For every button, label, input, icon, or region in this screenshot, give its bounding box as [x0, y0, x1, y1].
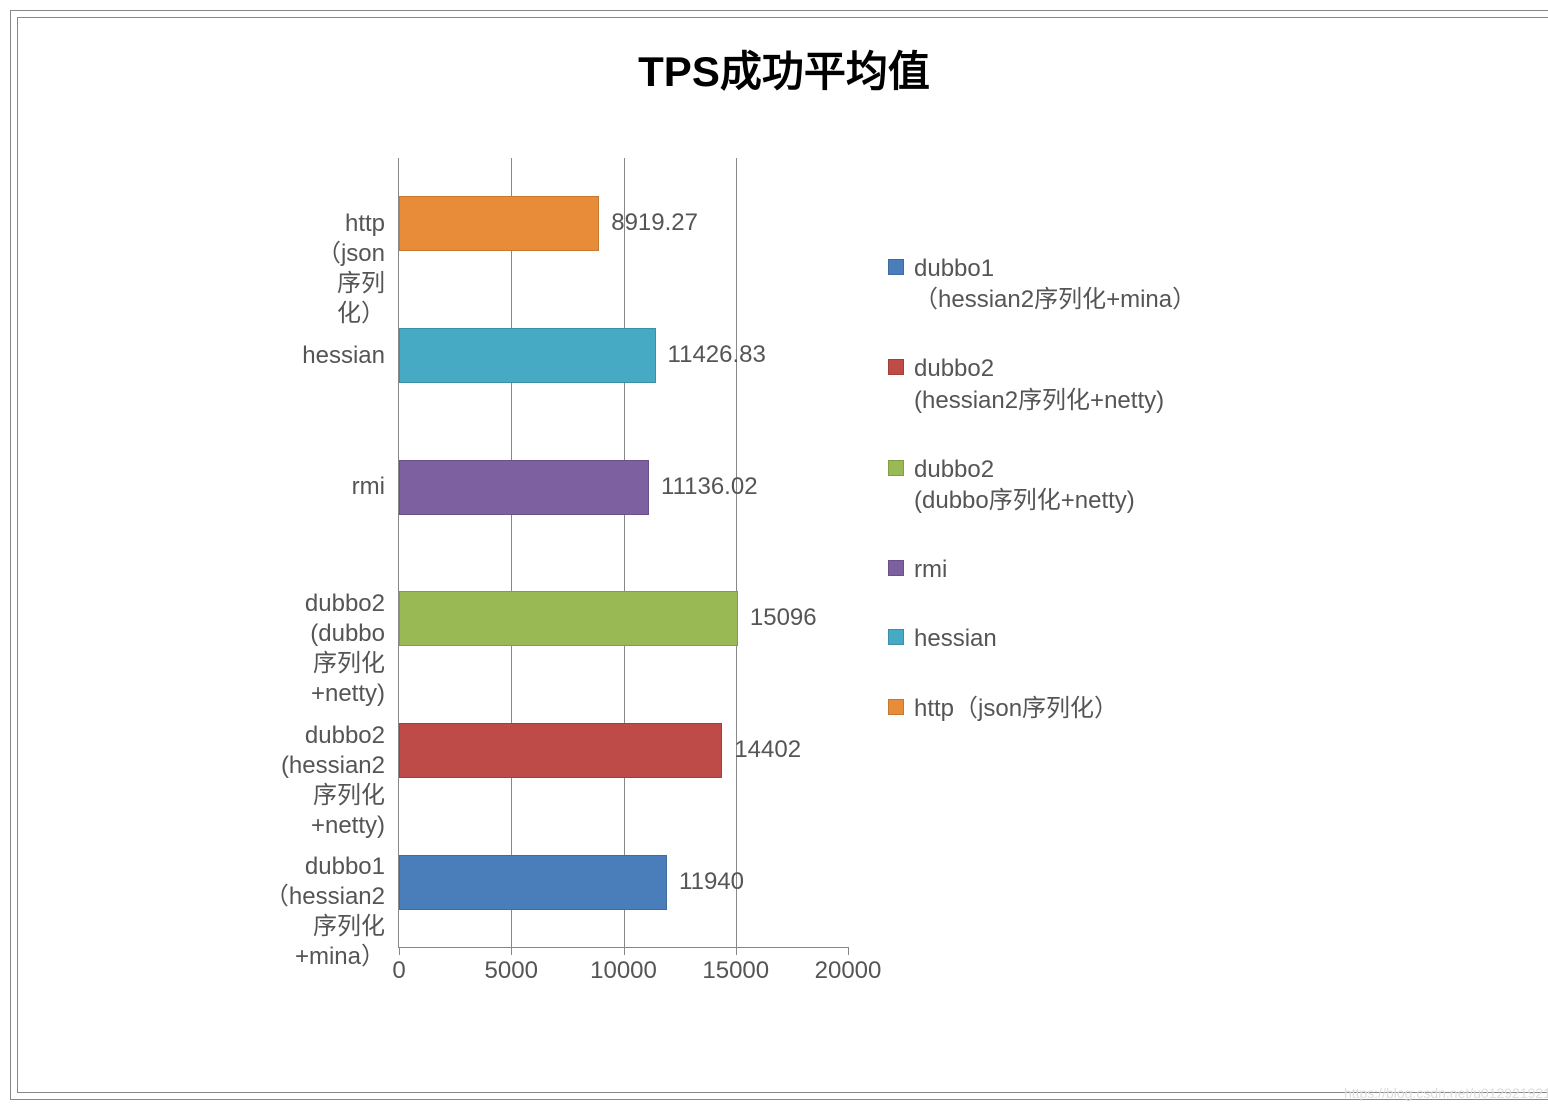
x-tick-mark	[736, 947, 737, 955]
bar-hessian	[399, 328, 656, 383]
x-tick-label: 10000	[590, 957, 657, 985]
data-label-rmi: 11136.02	[661, 473, 758, 501]
gridline	[511, 158, 512, 947]
legend-swatch	[888, 629, 904, 645]
legend: dubbo1 （hessian2序列化+mina） dubbo2 (hessian…	[888, 253, 1248, 762]
bar-dubbo2b	[399, 591, 738, 646]
legend-label: dubbo1 （hessian2序列化+mina）	[914, 253, 1196, 315]
legend-swatch	[888, 460, 904, 476]
x-tick-label: 20000	[815, 957, 882, 985]
x-tick-label: 5000	[485, 957, 538, 985]
x-tick-label: 15000	[702, 957, 769, 985]
legend-item: dubbo2 (hessian2序列化+netty)	[888, 353, 1248, 415]
data-label-dubbo2b: 15096	[750, 604, 817, 632]
legend-swatch	[888, 560, 904, 576]
legend-swatch	[888, 359, 904, 375]
bar-rmi	[399, 460, 649, 515]
gridline	[624, 158, 625, 947]
chart-title: TPS成功平均值	[18, 18, 1548, 99]
bar-dubbo2a	[399, 723, 722, 778]
category-label-rmi: rmi	[352, 472, 399, 502]
legend-item: dubbo1 （hessian2序列化+mina）	[888, 253, 1248, 315]
x-tick-mark	[399, 947, 400, 955]
plot-area: 0500010000150002000011940dubbo1 （hessian…	[398, 158, 848, 948]
legend-item: rmi	[888, 554, 1248, 585]
x-tick-mark	[511, 947, 512, 955]
legend-label: http（json序列化）	[914, 693, 1118, 724]
legend-item: dubbo2 (dubbo序列化+netty)	[888, 454, 1248, 516]
data-label-hessian: 11426.83	[668, 341, 766, 369]
bar-dubbo1	[399, 855, 667, 910]
legend-label: rmi	[914, 554, 947, 585]
category-label-dubbo2a: dubbo2 (hessian2序列化+netty)	[281, 721, 399, 841]
chart-outer-frame: TPS成功平均值 0500010000150002000011940dubbo1…	[10, 10, 1548, 1100]
x-tick-mark	[848, 947, 849, 955]
watermark: https://blog.csdn.net/u012921921	[1344, 1085, 1548, 1101]
category-label-dubbo1: dubbo1 （hessian2序列化+mina）	[265, 852, 399, 972]
category-label-httpjson: http（json序列化）	[317, 209, 399, 329]
data-label-dubbo1: 11940	[679, 868, 744, 896]
legend-label: dubbo2 (hessian2序列化+netty)	[914, 353, 1164, 415]
data-label-httpjson: 8919.27	[611, 209, 698, 237]
bar-httpjson	[399, 196, 599, 251]
x-tick-mark	[624, 947, 625, 955]
category-label-dubbo2b: dubbo2 (dubbo序列化+netty)	[305, 589, 399, 709]
legend-label: dubbo2 (dubbo序列化+netty)	[914, 454, 1135, 516]
chart-inner-frame: TPS成功平均值 0500010000150002000011940dubbo1…	[17, 17, 1548, 1093]
legend-label: hessian	[914, 623, 997, 654]
plot-wrap: 0500010000150002000011940dubbo1 （hessian…	[398, 158, 848, 948]
legend-swatch	[888, 699, 904, 715]
category-label-hessian: hessian	[302, 341, 399, 371]
gridline	[736, 158, 737, 947]
legend-item: http（json序列化）	[888, 693, 1248, 724]
data-label-dubbo2a: 14402	[734, 736, 801, 764]
legend-swatch	[888, 259, 904, 275]
legend-item: hessian	[888, 623, 1248, 654]
